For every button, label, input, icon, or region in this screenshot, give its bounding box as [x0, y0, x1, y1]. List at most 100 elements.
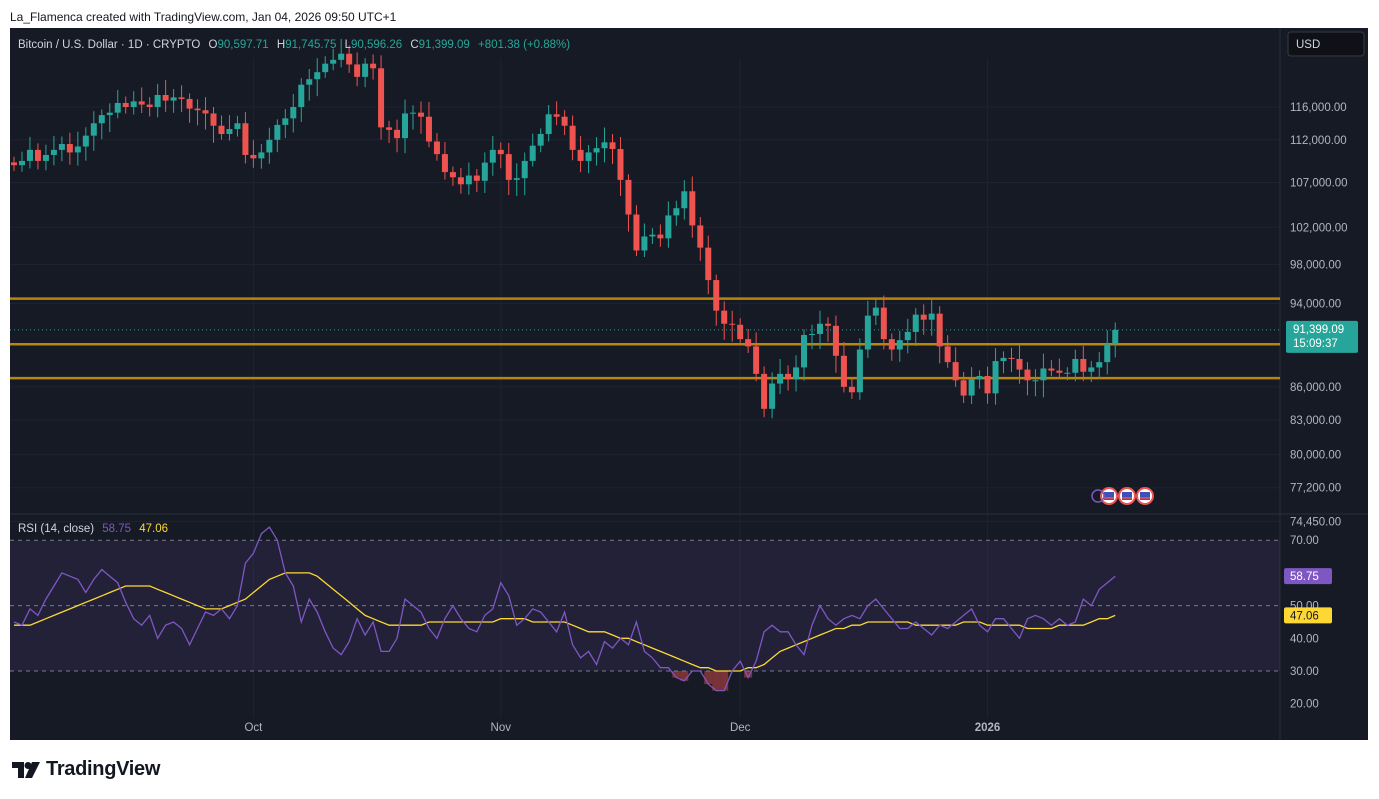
candle-body [489, 149, 496, 163]
candle-body [162, 94, 169, 101]
candle-body [928, 313, 935, 320]
support-resistance-lines [10, 297, 1280, 380]
candle-body [601, 142, 608, 149]
candle-body [505, 154, 512, 180]
candle-body [753, 346, 760, 374]
chart-canvas[interactable]: 116,000.00 112,000.00 107,000.00 102,000.00… [10, 28, 1368, 740]
close-label: C [410, 39, 418, 51]
candle-body [18, 160, 25, 166]
candle-body [1112, 329, 1119, 345]
tradingview-logo[interactable]: TradingView [12, 758, 160, 781]
price-tick-label: 116,000.00 [1290, 102, 1347, 114]
candle-body [178, 97, 185, 99]
tradingview-logo-text: TradingView [46, 758, 161, 780]
candle-body [274, 124, 281, 140]
candle-body [848, 386, 855, 393]
price-tick-label: 77,200.00 [1290, 483, 1341, 495]
economic-events[interactable] [1091, 487, 1154, 505]
candle-body [1064, 372, 1071, 374]
candle-body [801, 334, 808, 368]
candle-body [1008, 357, 1015, 359]
candle-body [1016, 358, 1023, 370]
candle-body [737, 324, 744, 340]
rsi-tick-label: 70.00 [1290, 535, 1319, 547]
tradingview-logo-icon [12, 761, 40, 778]
candle-body [82, 135, 89, 147]
candle-body [346, 53, 353, 65]
low-label: L [345, 39, 352, 51]
candle-body [625, 179, 632, 215]
candle-body [146, 104, 153, 107]
candle-body [1096, 362, 1103, 368]
candle-body [34, 149, 41, 161]
candle-body [266, 139, 273, 153]
candle-body [306, 79, 313, 85]
candle-body [521, 160, 528, 179]
candle-body [465, 175, 472, 185]
candle-body [481, 162, 488, 181]
svg-text:RSI (14, close) 58.75: RSI (14, close) 58.75 47.06 [18, 523, 168, 535]
chart-frame[interactable]: 116,000.00 112,000.00 107,000.00 102,000.00… [10, 28, 1368, 740]
rsi-line [13, 526, 1116, 692]
candle-body [593, 148, 600, 153]
candle-body [258, 152, 265, 159]
candle-body [234, 123, 241, 130]
candle-body [888, 339, 895, 350]
candle-body [290, 107, 297, 119]
candle-body [976, 376, 983, 380]
candle-body [920, 314, 927, 320]
price-tick-label: 112,000.00 [1290, 135, 1347, 147]
price-tick-label: 98,000.00 [1290, 260, 1341, 272]
candle-body [729, 323, 736, 325]
candle-body [170, 97, 177, 101]
currency-button[interactable]: USD [1287, 31, 1365, 57]
candle-body [864, 315, 871, 350]
candle-body [984, 376, 991, 394]
candle-body [106, 112, 113, 116]
price-tick-label: 83,000.00 [1290, 415, 1341, 427]
rsi-ma-badge: 47.06 [1284, 607, 1332, 624]
rsi-legend-value: 58.75 [102, 523, 131, 535]
rsi-tick-label: 20.00 [1290, 699, 1319, 711]
candle-body [912, 314, 919, 332]
open-label: O [209, 39, 218, 51]
time-tick-label: Oct [244, 722, 263, 734]
price-tick-label: 80,000.00 [1290, 449, 1341, 461]
candle-body [154, 94, 161, 107]
event-marker-icon[interactable] [1091, 489, 1105, 503]
svg-text:Bitcoin / U.S. Dollar · 1D · C: Bitcoin / U.S. Dollar · 1D · CRYPTO O90,… [18, 39, 570, 51]
candle-body [242, 123, 249, 155]
candle-body [98, 115, 105, 124]
candle-body [298, 84, 305, 107]
us-flag-canton-icon [1122, 492, 1132, 500]
candle-body [226, 129, 233, 134]
candle-body [872, 307, 879, 316]
candle-body [697, 225, 704, 248]
candle-body [577, 149, 584, 161]
candle-body [138, 101, 145, 105]
candle-body [497, 149, 504, 155]
price-tick-label: 86,000.00 [1290, 382, 1341, 394]
candle-body [58, 143, 65, 150]
candle-body [561, 116, 568, 126]
last-price-label: 91,399.09 [1293, 324, 1344, 336]
close-value: 91,399.09 [419, 39, 470, 51]
candle-body [378, 68, 385, 128]
rsi-tick-label: 40.00 [1290, 633, 1319, 645]
candle-body [74, 146, 81, 153]
candle-body [769, 383, 776, 409]
rsi-title: RSI (14, close) [18, 523, 94, 535]
symbol-title: Bitcoin / U.S. Dollar · 1D · CRYPTO [18, 39, 200, 51]
time-tick-label: Nov [491, 722, 512, 734]
candle-body [410, 112, 416, 114]
candle-body [1048, 368, 1055, 371]
candle-body [761, 373, 768, 409]
candle-body [1000, 357, 1007, 362]
candle-body [936, 313, 943, 347]
candle-body [633, 214, 640, 251]
rsi-value-badge: 58.75 [1284, 568, 1332, 585]
chart-credit: La_Flamenca created with TradingView.com… [10, 10, 397, 24]
candle-body [282, 118, 289, 125]
candle-body [721, 310, 728, 324]
candle-body [457, 177, 464, 185]
